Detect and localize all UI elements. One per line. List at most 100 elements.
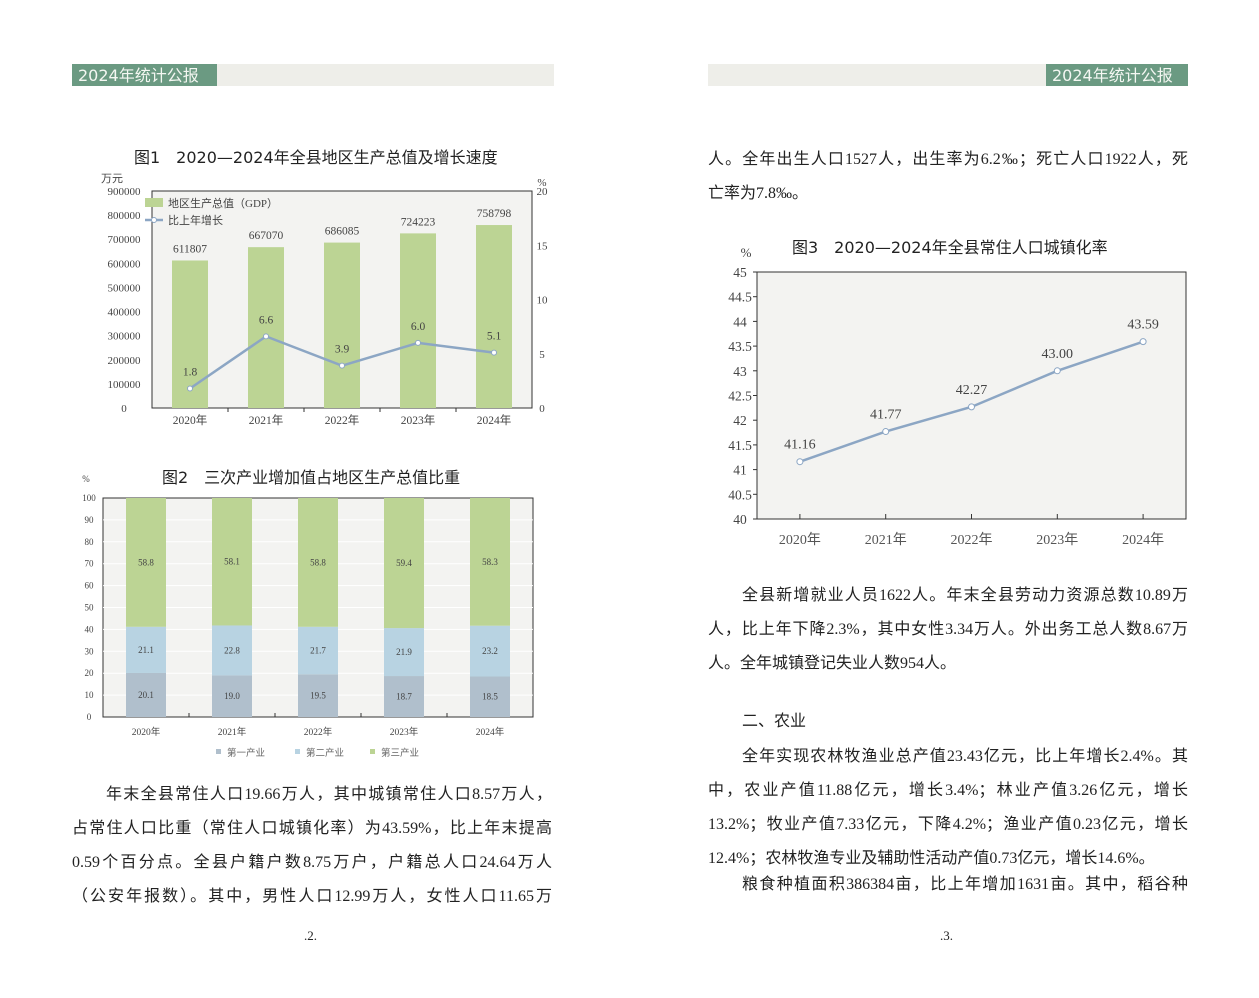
text-line: 亡率为7.8‰。 [708,185,809,202]
chart1-y-tick: 0 [121,403,127,415]
chart3-y-tick: 42 [733,413,747,428]
chart2-segment-label: 58.1 [224,557,240,567]
section-heading: 二、农业 [742,713,807,730]
chart1-growth-point [339,362,345,369]
chart1-x-tick: 2021年 [249,413,284,427]
chart2-segment-label: 18.7 [396,692,412,702]
header-title-left: 2024年统计公报 [72,64,217,86]
chart1-x-tick: 2023年 [401,413,436,427]
chart3-title: 图3 2020—2024年全县常住人口城镇化率 [792,238,1108,257]
chart2-x-tick: 2024年 [476,726,505,738]
chart1-legend-gdp: 地区生产总值（GDP） [168,196,278,210]
chart3-y-tick: 43.5 [728,339,752,354]
chart2-bar-segment [298,626,338,675]
chart2-bar-segment [126,626,166,673]
chart3-x-tick: 2021年 [865,532,907,548]
chart3-y-tick: 44.5 [728,290,752,305]
page-number-left: .2. [304,928,317,943]
chart2-segment-label: 58.8 [310,557,326,567]
chart2-bar-segment [384,498,424,629]
chart2-bar-segment [212,675,252,717]
text-line: 占常住人口比重（常住人口城镇化率）为43.59%，比上年末提高 [72,820,552,837]
chart1-line-label: 6.6 [259,314,274,326]
chart1-growth-point [491,349,497,356]
employment-paragraph: 全县新增就业人员1622人。年末全县劳动力资源总数10.89万 人，比上年下降2… [708,579,1188,681]
chart2-title: 图2 三次产业增加值占地区生产总值比重 [162,468,461,487]
chart2-segment-label: 20.1 [138,690,154,700]
chart3-point-label: 43.00 [1042,347,1074,362]
chart2-bar-segment [470,625,510,677]
chart1-bar-label: 724223 [401,216,436,228]
chart1-bar-label: 611807 [173,243,207,255]
chart2-legend-label: 第二产业 [306,747,344,759]
chart1-legend-growth: 比上年增长 [168,213,223,227]
text-line: （公安年报数）。其中，男性人口12.99万人，女性人口11.65万 [72,888,552,905]
chart2-bar-segment [384,676,424,717]
chart2-y-tick: 70 [85,559,95,569]
chart1-y-tick: 800000 [108,210,142,222]
chart1-x-tick: 2020年 [173,413,208,427]
chart2-x-tick: 2021年 [218,726,247,738]
chart2-segment-label: 21.7 [310,646,326,656]
chart1-y-tick: 600000 [108,258,142,270]
chart2-y-tick: 40 [85,624,95,634]
chart3-point [968,403,975,411]
chart1-y2-label: % [537,177,546,189]
header-title-right: 2024年统计公报 [1046,64,1188,86]
chart2-x-tick: 2022年 [304,726,333,738]
chart2-legend-swatch [295,749,300,754]
chart3-y-tick: 41 [733,463,747,478]
chart1-legend-bar-swatch [145,198,163,207]
chart1-line-label: 5.1 [487,331,502,343]
chart2-segment-label: 58.8 [138,557,154,567]
chart1-title: 图1 2020—2024年全县地区生产总值及增长速度 [134,148,498,167]
chart3-point-label: 41.77 [870,408,902,423]
chart1-line-label: 6.0 [411,321,426,333]
chart3-x-tick: 2023年 [1036,532,1078,548]
chart3-point [1053,367,1061,375]
text-line: 全县新增就业人员1622人。年末全县劳动力资源总数10.89万 [742,587,1188,604]
chart2-bar-segment [298,674,338,717]
chart3-x-tick: 2024年 [1122,532,1164,548]
chart2-segment-label: 19.0 [224,691,240,701]
chart2-y-label: % [82,474,90,484]
chart2-y-tick: 20 [85,668,95,678]
text-line: 0.59个百分点。全县户籍户数8.75万户，户籍总人口24.64万人 [72,854,552,871]
chart3-point-label: 41.16 [784,438,816,453]
chart2-segment-label: 59.4 [396,558,412,568]
chart3-x-tick: 2020年 [779,532,821,548]
chart1-bar [172,260,208,408]
chart1-y-tick: 400000 [108,307,142,319]
chart2-legend-label: 第一产业 [227,747,265,759]
chart1-growth-point [187,385,193,392]
chart2-y-tick: 60 [85,581,95,591]
chart3-x-tick: 2022年 [951,532,993,548]
chart2-bar-segment [384,628,424,677]
chart3-point [882,428,890,436]
chart1-bar-label: 686085 [325,226,360,238]
chart1-x-tick: 2022年 [325,413,360,427]
chart2-y-tick: 0 [87,712,92,722]
chart2-y-tick: 80 [85,537,95,547]
chart1-y-tick: 100000 [108,379,142,391]
chart2-bar-segment [212,498,252,626]
text-line: 12.4%；农林牧渔专业及辅助性活动产值0.73亿元，增长14.6%。 [708,850,1155,867]
chart2-y-tick: 10 [85,690,95,700]
chart1-bar-label: 758798 [477,208,512,220]
chart3-point [796,458,804,466]
chart3-y-tick: 42.5 [728,389,752,404]
chart1-y-tick: 900000 [108,186,142,198]
chart3-y-tick: 44 [733,314,747,329]
chart1-legend-line-marker [151,217,157,223]
chart3-y-tick: 41.5 [728,438,752,453]
text-line: 人。全年城镇登记失业人数954人。 [708,655,957,672]
chart2-legend-swatch [370,749,375,754]
chart1-bar [476,225,512,408]
chart2-bar-segment [298,498,338,627]
chart2-segment-label: 21.1 [138,645,154,655]
chart1-line-label: 3.9 [335,344,350,356]
chart1-y2-tick: 20 [537,186,549,198]
chart1-y-tick: 300000 [108,331,142,343]
chart2-y-tick: 100 [82,493,96,503]
text-line: 年末全县常住人口19.66万人，其中城镇常住人口8.57万人， [106,786,552,803]
